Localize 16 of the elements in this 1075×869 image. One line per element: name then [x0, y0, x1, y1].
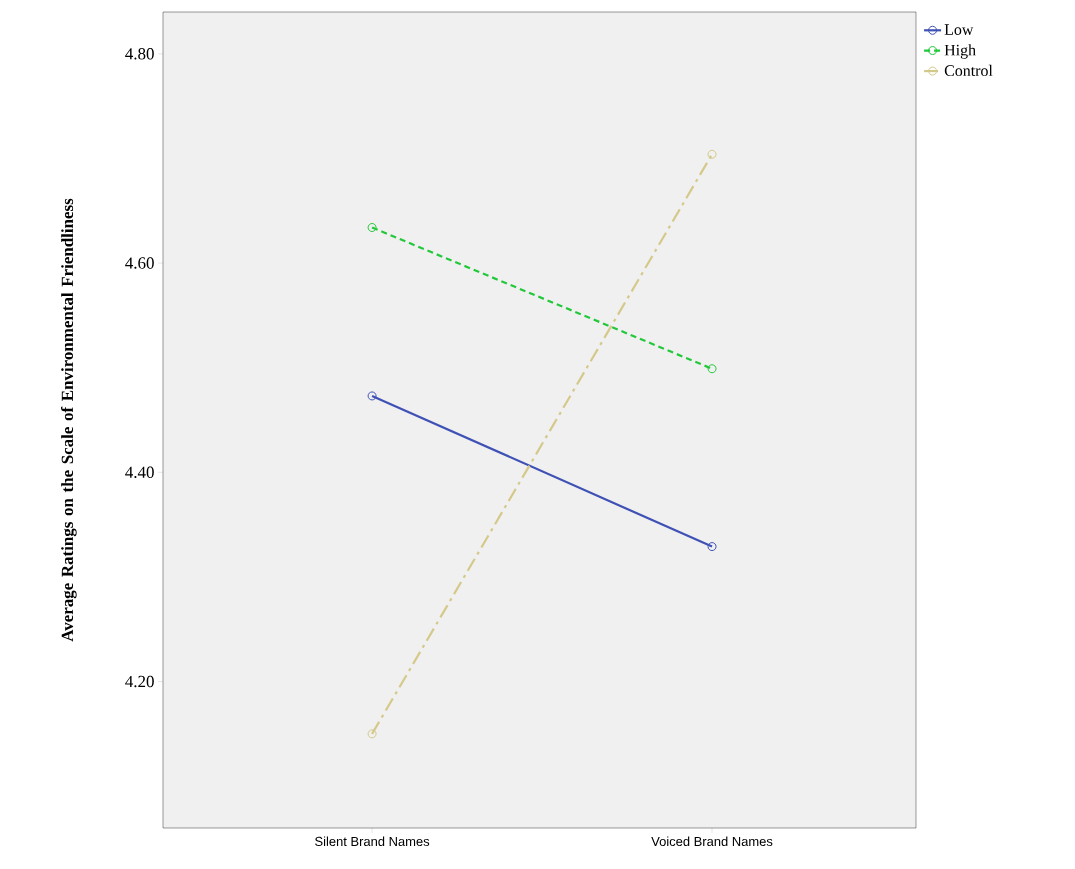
point [367, 729, 377, 739]
point [707, 149, 717, 159]
x-tick-label: Silent Brand Names [315, 836, 430, 847]
y-tick-label: 4.20 [125, 675, 154, 688]
y-tick-label: 4.80 [125, 48, 154, 60]
point [367, 391, 377, 401]
x-tick-label: Voiced Brand Names [651, 836, 773, 847]
legend-label: High [944, 44, 976, 59]
y-tick-label: 4.40 [125, 466, 154, 479]
legend-label: Low [944, 24, 974, 35]
point [367, 223, 377, 233]
legend-label: Control [944, 64, 993, 77]
y-tick-label: 4.60 [125, 257, 154, 269]
point [707, 542, 717, 552]
y-axis-title: Average Ratings on the Scale of Environmental Friendliness [60, 198, 77, 642]
point [707, 364, 717, 374]
